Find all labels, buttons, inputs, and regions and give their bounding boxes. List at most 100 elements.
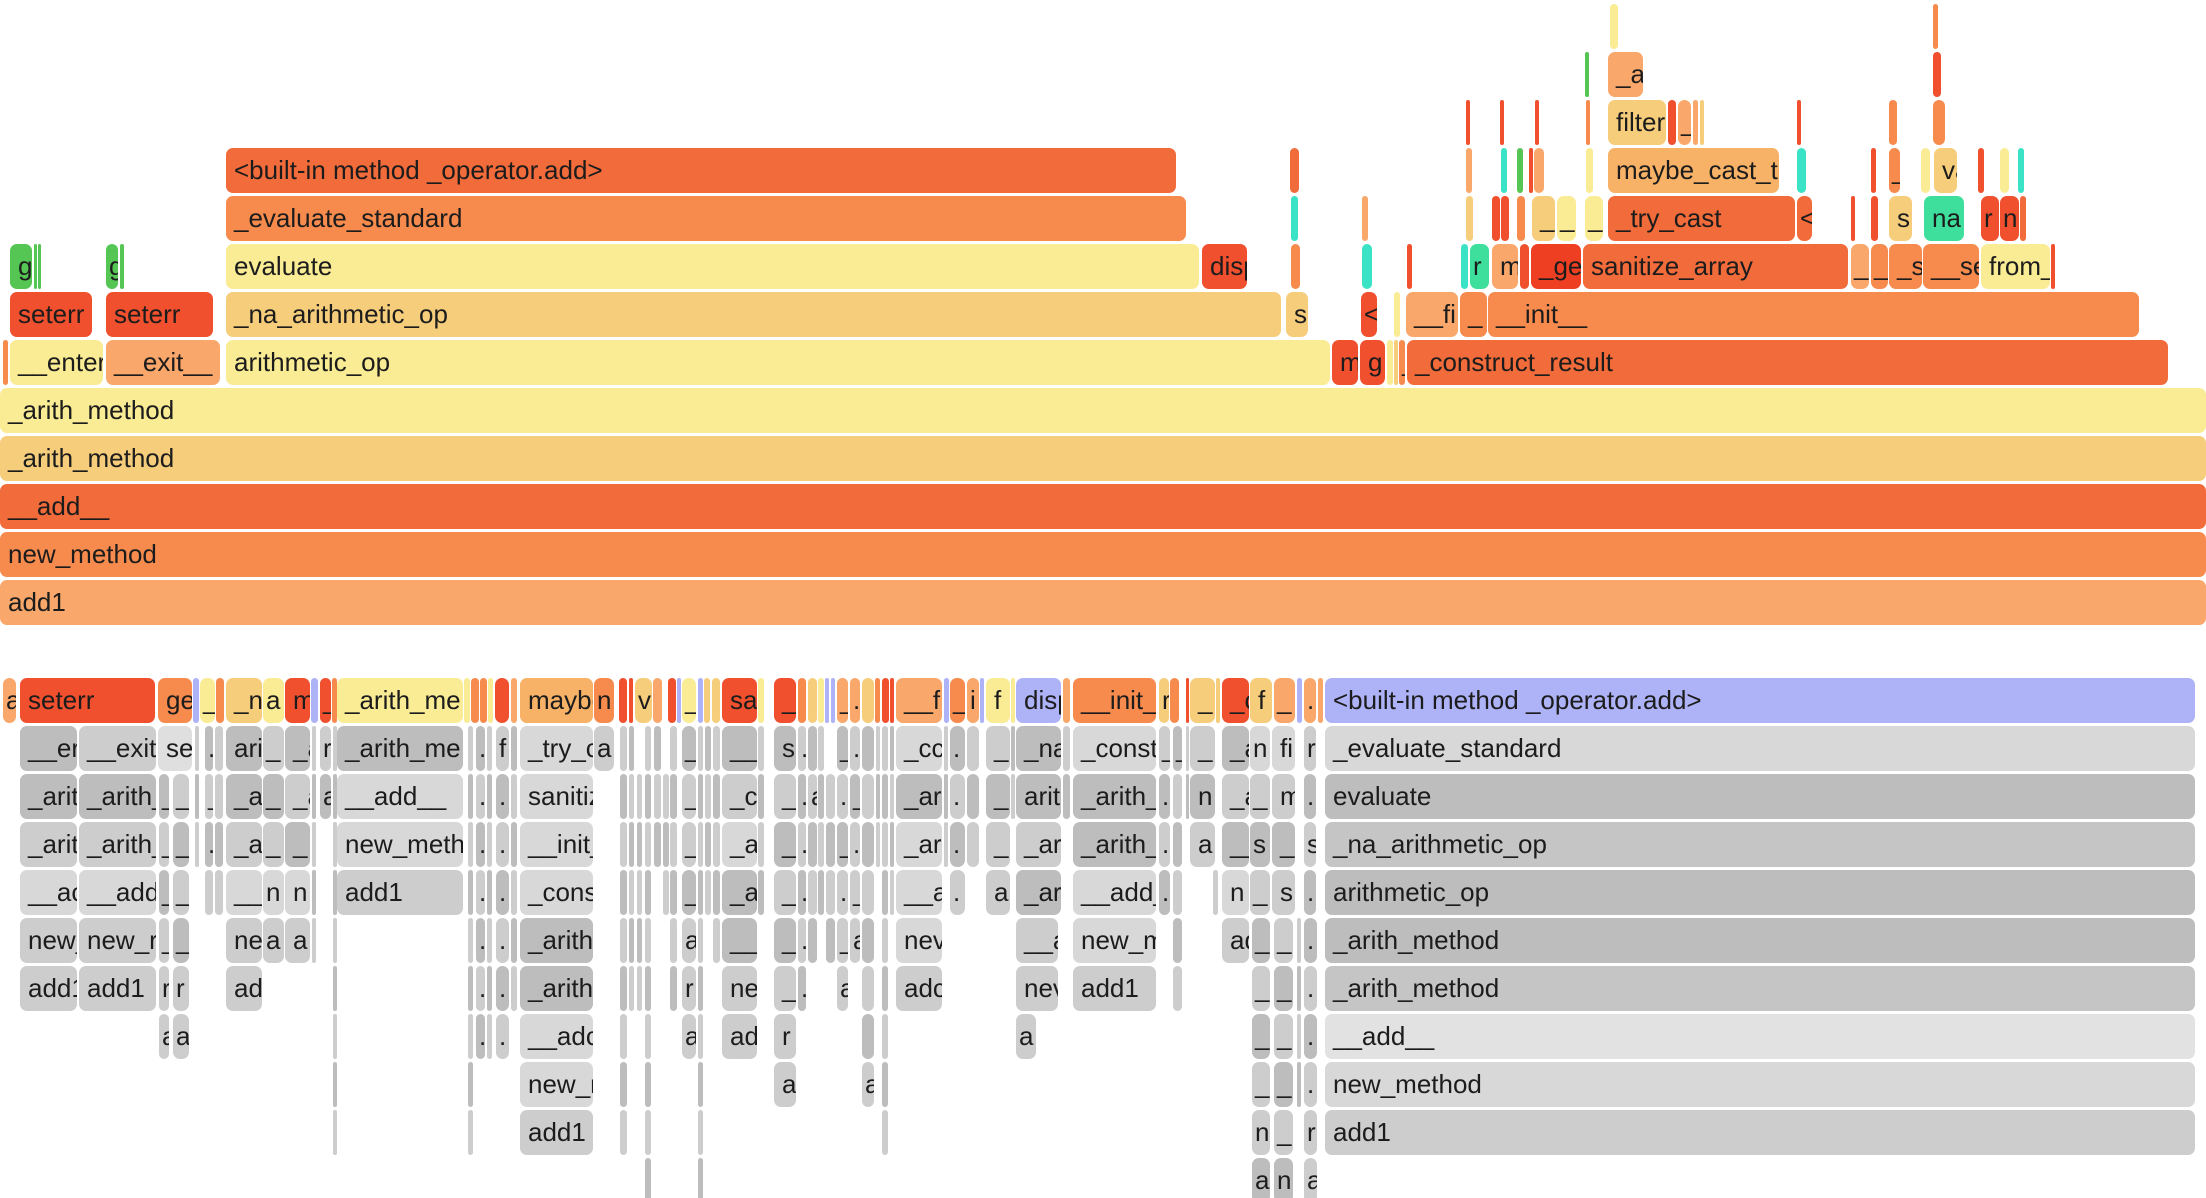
flame-frame-maybe[interactable]: maybe <box>520 678 593 723</box>
flame-frame-sliver[interactable] <box>637 966 642 1011</box>
flame-frame-sliver[interactable] <box>1500 100 1504 145</box>
flame-frame-sliver[interactable] <box>511 774 517 819</box>
flame-frame-_[interactable]: _ <box>1399 340 1405 385</box>
flame-frame-sliver[interactable] <box>1517 196 1525 241</box>
flame-frame-_ar[interactable]: _ar <box>1016 822 1061 867</box>
flame-frame-__add_[interactable]: __add_ <box>1073 870 1156 915</box>
flame-frame-sliver[interactable] <box>637 774 642 819</box>
flame-frame-sliver[interactable] <box>698 966 703 1011</box>
flame-frame-sliver[interactable] <box>808 822 817 867</box>
flame-frame-f[interactable]: f <box>986 678 1010 723</box>
flame-frame-sliver[interactable] <box>645 822 651 867</box>
flame-frame-sliver[interactable] <box>826 822 835 867</box>
flame-frame-s[interactable]: s <box>774 726 796 771</box>
flame-frame-sliver[interactable] <box>333 1110 337 1155</box>
flame-frame-sliver[interactable] <box>645 774 651 819</box>
flame-frame-ari[interactable]: ari <box>226 726 262 771</box>
flame-frame-_[interactable]: _ <box>1532 196 1555 241</box>
flame-frame-sliver[interactable] <box>862 966 874 1011</box>
flame-frame-_[interactable]: _ <box>1585 196 1603 241</box>
flame-frame-sliver[interactable] <box>654 774 661 819</box>
flame-frame-[interactable]: . <box>496 1014 509 1059</box>
flame-frame-sliver[interactable] <box>333 870 337 915</box>
flame-frame-a[interactable]: a <box>850 918 860 963</box>
flame-frame-sliver[interactable] <box>215 774 223 819</box>
flame-frame-sliver[interactable] <box>620 726 627 771</box>
flame-frame-sliver[interactable] <box>1851 196 1855 241</box>
flame-frame-sliver[interactable] <box>1585 52 1589 97</box>
flame-frame-sliver[interactable] <box>629 966 634 1011</box>
flame-frame-adc[interactable]: adc <box>896 966 942 1011</box>
flame-frame-sliver[interactable] <box>468 774 473 819</box>
flame-frame-[interactable]: . <box>798 822 806 867</box>
flame-frame-_[interactable]: _ <box>837 726 848 771</box>
flame-frame-seterr[interactable]: seterr <box>106 292 213 337</box>
flame-frame-sliver[interactable] <box>1362 244 1372 289</box>
flame-frame-[interactable]: . <box>496 822 509 867</box>
flame-frame-add1[interactable]: add1 <box>0 580 2206 625</box>
flame-frame-_a[interactable]: _a <box>226 774 262 819</box>
flame-frame-sliver[interactable] <box>818 822 824 867</box>
flame-frame-m[interactable]: m <box>1492 244 1518 289</box>
flame-frame-__f[interactable]: __f <box>896 678 942 723</box>
flame-frame-[interactable]: . <box>1304 678 1316 723</box>
flame-frame-_arith_method[interactable]: _arith_method <box>0 388 2206 433</box>
flame-frame-__[interactable]: __ <box>722 726 757 771</box>
flame-frame-sliver[interactable] <box>705 774 711 819</box>
flame-frame-a[interactable]: a <box>1190 822 1215 867</box>
flame-frame-sliver[interactable] <box>620 774 627 819</box>
flame-frame-sliver[interactable] <box>862 822 874 867</box>
flame-frame-_[interactable]: _ <box>986 774 1010 819</box>
flame-frame-_[interactable]: _ <box>850 774 860 819</box>
flame-frame-__[interactable]: __ <box>722 918 757 963</box>
flame-frame-sliver[interactable] <box>713 870 720 915</box>
flame-frame-v[interactable]: v <box>635 678 652 723</box>
flame-frame-sliver[interactable] <box>333 966 337 1011</box>
flame-frame-sliver[interactable] <box>1063 726 1070 771</box>
flame-frame-sliver[interactable] <box>487 1014 492 1059</box>
flame-frame-sliver[interactable] <box>1933 4 1938 49</box>
flame-frame-_[interactable]: _ <box>1889 148 1900 193</box>
flame-frame-m[interactable]: m <box>1332 340 1358 385</box>
flame-frame-[interactable]: < <box>1797 196 1812 241</box>
flame-frame-sliver[interactable] <box>3 340 8 385</box>
flame-frame-sliver[interactable] <box>1921 148 1930 193</box>
flame-frame-_[interactable]: _ <box>159 918 169 963</box>
flame-frame-sliver[interactable] <box>637 822 642 867</box>
flame-frame-sliver[interactable] <box>967 774 979 819</box>
flame-frame-sliver[interactable] <box>464 678 470 723</box>
flame-frame-sliver[interactable] <box>890 822 894 867</box>
flame-frame-sliver[interactable] <box>1011 726 1015 771</box>
flame-frame-sliver[interactable] <box>620 918 627 963</box>
flame-frame-from_[interactable]: from_ <box>1981 244 2050 289</box>
flame-frame-_[interactable]: _ <box>1252 966 1270 1011</box>
flame-frame-f[interactable]: f <box>1250 678 1272 723</box>
flame-frame-[interactable]: . <box>1159 774 1170 819</box>
flame-frame-sliver[interactable] <box>882 774 888 819</box>
flame-frame-a[interactable]: a <box>3 678 16 723</box>
flame-frame-sliver[interactable] <box>1797 148 1806 193</box>
flame-frame-ge[interactable]: ge <box>158 678 192 723</box>
flame-frame-evaluate[interactable]: evaluate <box>1325 774 2195 819</box>
flame-frame-a[interactable]: a <box>320 774 331 819</box>
flame-frame-n[interactable]: n <box>1190 774 1215 819</box>
flame-frame-__ac[interactable]: __ac <box>20 870 77 915</box>
flame-frame-sliver[interactable] <box>944 822 948 867</box>
flame-frame-sliver[interactable] <box>620 966 627 1011</box>
flame-frame-sliver[interactable] <box>1173 918 1182 963</box>
flame-frame-sliver[interactable] <box>215 726 223 771</box>
flame-frame-r[interactable]: r <box>682 966 696 1011</box>
flame-frame-[interactable]: . <box>476 966 485 1011</box>
flame-frame-__add__[interactable]: __add__ <box>337 774 463 819</box>
flame-frame-_[interactable]: _ <box>1250 774 1270 819</box>
flame-frame-_[interactable]: _ <box>263 822 284 867</box>
flame-frame-[interactable]: . <box>496 966 509 1011</box>
flame-frame-__a[interactable]: __a <box>896 870 942 915</box>
flame-frame-sliver[interactable] <box>698 1014 703 1059</box>
flame-frame-_[interactable]: _ <box>986 726 1010 771</box>
flame-frame-__[interactable]: __ <box>1222 822 1249 867</box>
flame-frame-sliver[interactable] <box>808 918 817 963</box>
flame-frame-_evaluate_standard[interactable]: _evaluate_standard <box>226 196 1186 241</box>
flame-frame-sliver[interactable] <box>1394 340 1398 385</box>
flame-frame-sliver[interactable] <box>862 774 874 819</box>
